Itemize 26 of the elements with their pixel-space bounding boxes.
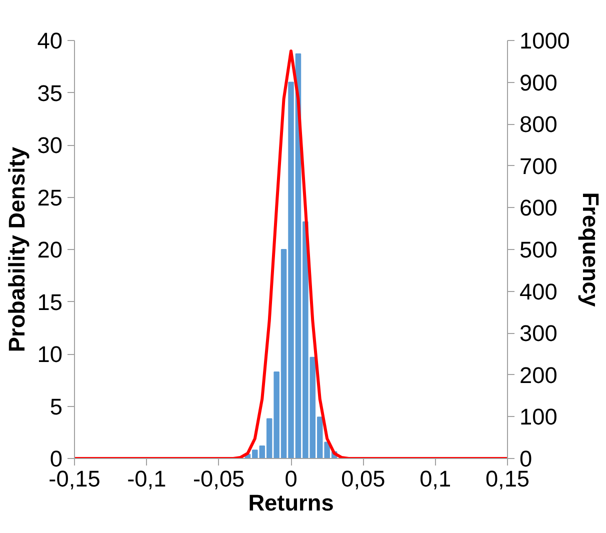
x-tick-label: 0 xyxy=(284,466,298,492)
x-axis-title: Returns xyxy=(248,490,334,516)
y-tick-label: 35 xyxy=(37,80,62,106)
y2-tick-label: 100 xyxy=(520,404,558,430)
y-tick-label: 10 xyxy=(37,341,62,367)
x-tick-label: -0,05 xyxy=(193,466,245,492)
x-tick-label: 0,1 xyxy=(420,466,452,492)
y2-tick-label: 200 xyxy=(520,362,558,388)
y2-tick-label: 800 xyxy=(520,111,558,138)
y2-tick-label: 1000 xyxy=(520,28,570,54)
y-tick-label: 15 xyxy=(37,288,62,315)
y2-tick-label: 400 xyxy=(520,278,558,304)
y-tick-label: 30 xyxy=(37,132,62,158)
x-tick-label: 0,05 xyxy=(341,466,386,492)
y2-tick-label: 500 xyxy=(520,236,558,262)
y-tick-label: 5 xyxy=(50,393,63,420)
y2-tick-label: 300 xyxy=(520,320,558,346)
x-tick-label: -0,1 xyxy=(127,466,166,492)
y-tick-label: 20 xyxy=(37,236,62,262)
y-tick-label: 25 xyxy=(37,184,62,210)
y2-axis-title: Frequency xyxy=(578,192,604,308)
y2-tick-label: 600 xyxy=(520,194,558,221)
y2-tick-label: 900 xyxy=(520,69,558,96)
y-axis-title: Probability Density xyxy=(3,146,30,352)
y-tick-label: 40 xyxy=(37,28,62,54)
y2-tick-label: 700 xyxy=(520,152,558,179)
